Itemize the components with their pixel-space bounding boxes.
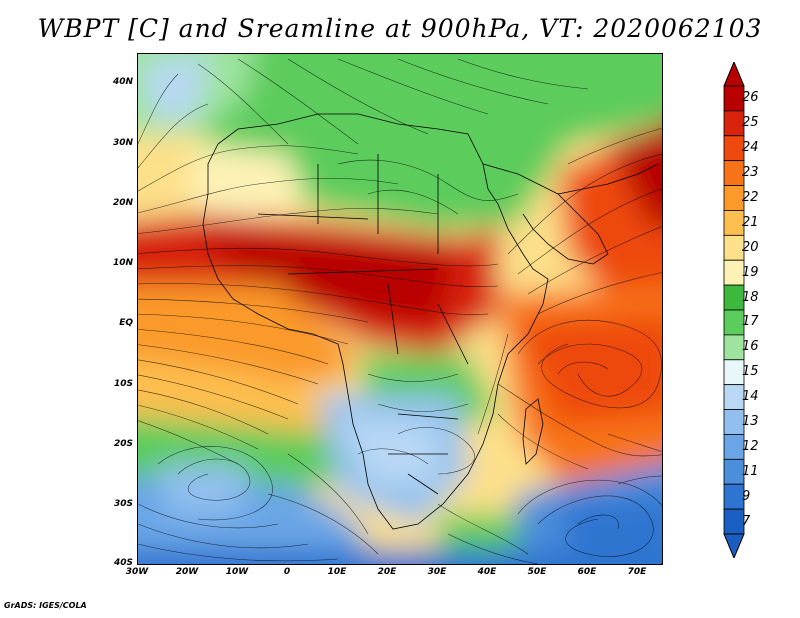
- lat-label-eq: EQ: [119, 318, 133, 328]
- colorbar-label: 9: [742, 488, 751, 504]
- colorbar-cell: [723, 160, 745, 186]
- lon-label-20w: 20W: [175, 567, 199, 577]
- lat-label-40s: 40S: [113, 558, 133, 568]
- lat-label-10s: 10S: [113, 379, 133, 389]
- colorbar-cell: [723, 135, 745, 162]
- colorbar-label: 14: [742, 389, 759, 405]
- colorbar-cell: [723, 359, 745, 386]
- colorbar-cell: [723, 210, 745, 236]
- lon-label-20e: 20E: [377, 567, 397, 577]
- colorbar-cell: [723, 409, 745, 435]
- lon-label-30e: 30E: [427, 567, 447, 577]
- colorbar-label: 18: [742, 289, 759, 305]
- lat-label-40n: 40N: [112, 77, 133, 87]
- lat-label-10n: 10N: [112, 258, 133, 268]
- colorbar-cell: [723, 458, 745, 485]
- colorbar-label: 26: [742, 90, 759, 106]
- colorbar-top-arrow: [723, 62, 745, 87]
- lat-label-30s: 30S: [113, 499, 133, 509]
- colorbar-cell: [723, 508, 745, 535]
- colorbar-label: 16: [742, 339, 759, 355]
- lat-label-30n: 30N: [112, 138, 133, 148]
- colorbar-label: 21: [742, 214, 759, 230]
- colorbar-label: 13: [742, 414, 759, 429]
- colorbar-cell: [723, 110, 745, 137]
- colorbar-label: 19: [742, 264, 759, 280]
- colorbar-cell: [723, 309, 745, 336]
- lon-label-0: 0: [283, 567, 291, 577]
- colorbar-label: 11: [742, 463, 759, 479]
- map-panel: [137, 53, 663, 565]
- colorbar-cell: [723, 185, 745, 211]
- colorbar-cell: [723, 234, 745, 261]
- lon-label-70e: 70E: [627, 567, 647, 577]
- colorbar-label: 15: [742, 364, 759, 380]
- colorbar-cell: [723, 384, 745, 410]
- streamlines: [138, 58, 662, 564]
- colorbar-cell: [723, 334, 745, 361]
- colorbar-label: 25: [742, 115, 759, 131]
- lon-label-10e: 10E: [327, 567, 347, 577]
- credit-text: GrADS: IGES/COLA: [4, 601, 87, 610]
- plot-title: WBPT [C] and Sreamline at 900hPa, VT: 20…: [37, 14, 763, 43]
- colorbar-label: 7: [742, 513, 751, 529]
- coastlines: [202, 113, 659, 530]
- colorbar-cell: [723, 284, 745, 311]
- lon-label-40e: 40E: [477, 567, 497, 577]
- colorbar-label: 24: [742, 140, 759, 156]
- wbpt-shading: [138, 54, 662, 564]
- lon-label-10w: 10W: [225, 567, 249, 577]
- colorbar: [723, 62, 745, 558]
- colorbar-label: 20: [742, 239, 759, 255]
- colorbar-bottom-arrow: [723, 533, 745, 558]
- colorbar-label: 22: [742, 190, 759, 205]
- colorbar-label: 17: [742, 314, 759, 330]
- colorbar-label: 23: [742, 165, 759, 181]
- lon-label-60e: 60E: [577, 567, 597, 577]
- lat-label-20n: 20N: [112, 198, 133, 208]
- colorbar-label: 12: [742, 438, 759, 454]
- colorbar-cell: [723, 434, 745, 460]
- colorbar-cell: [723, 259, 745, 286]
- lon-label-30w: 30W: [125, 567, 149, 577]
- colorbar-cell: [723, 483, 745, 510]
- lon-label-50e: 50E: [527, 567, 547, 577]
- lat-label-20s: 20S: [113, 439, 133, 449]
- colorbar-cell: [723, 85, 745, 112]
